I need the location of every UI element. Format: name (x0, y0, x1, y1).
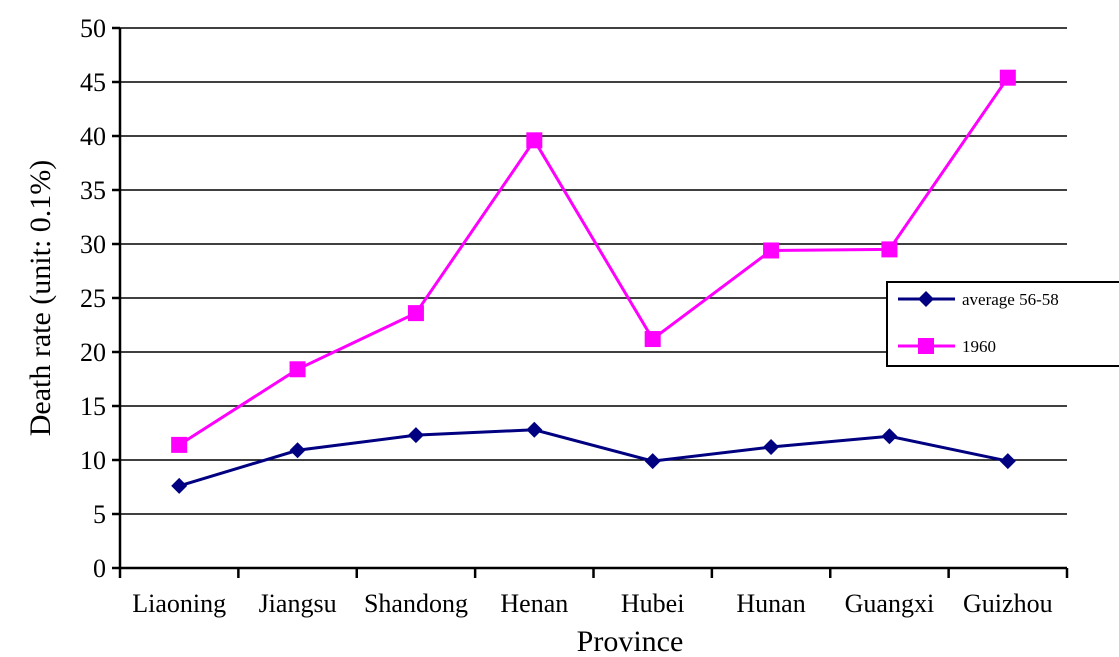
x-tick-label: Jiangsu (259, 589, 337, 618)
legend-item: average 56-58 (898, 290, 1059, 309)
y-tick-label: 35 (80, 176, 106, 205)
data-point-square (171, 436, 188, 453)
data-point-diamond (881, 428, 898, 445)
series-line (178, 76, 1010, 447)
data-point-diamond (526, 421, 543, 438)
x-tick-label: Henan (500, 589, 568, 618)
x-tick-label: Shandong (364, 589, 468, 618)
data-point-square (881, 241, 898, 258)
y-tick-label: 0 (93, 554, 106, 583)
data-point-square (526, 132, 543, 149)
y-tick-label: 25 (80, 284, 106, 313)
data-point-square (644, 331, 661, 348)
data-point-diamond (289, 442, 306, 459)
data-point-square (289, 361, 306, 378)
y-tick-label: 20 (80, 338, 106, 367)
legend: average 56-58 1960 (886, 281, 1119, 367)
y-tick-label: 15 (80, 392, 106, 421)
series-1 (171, 421, 1016, 494)
y-tick-label: 40 (80, 122, 106, 151)
x-tick-labels: Liaoning Jiangsu Shandong Henan Hubei Hunan Gu… (118, 568, 1069, 618)
y-tick-labels: 0 5 10 15 20 25 30 35 40 45 50 (80, 14, 106, 583)
y-tick-label: 10 (80, 446, 106, 475)
x-tick-label: Liaoning (132, 589, 226, 618)
data-point-diamond (999, 453, 1016, 470)
legend-marker-square (918, 338, 934, 354)
x-tick-label: Hunan (736, 589, 805, 618)
y-axis-title: Death rate (unit: 0.1%) (24, 160, 57, 437)
y-tick-label: 5 (93, 500, 106, 529)
data-point-diamond (644, 453, 661, 470)
y-tick-label: 45 (80, 68, 106, 97)
legend-marker-diamond (918, 291, 934, 307)
data-point-diamond (763, 439, 780, 456)
x-tick-label: Guangxi (845, 589, 935, 618)
legend-label: 1960 (962, 337, 996, 356)
legend-label: average 56-58 (962, 290, 1059, 309)
y-tick-label: 50 (80, 14, 106, 43)
x-axis-title: Province (577, 625, 684, 657)
series-line (178, 428, 1009, 488)
series-2 (171, 69, 1016, 453)
x-tick-label: Hubei (621, 589, 685, 618)
data-point-square (999, 69, 1016, 86)
y-tick-label: 30 (80, 230, 106, 259)
x-tick-label: Guizhou (963, 589, 1053, 618)
data-point-square (763, 242, 780, 259)
data-point-square (407, 305, 424, 322)
legend-item: 1960 (898, 337, 996, 356)
data-point-diamond (171, 477, 188, 494)
data-point-diamond (407, 427, 424, 444)
series (171, 69, 1016, 494)
